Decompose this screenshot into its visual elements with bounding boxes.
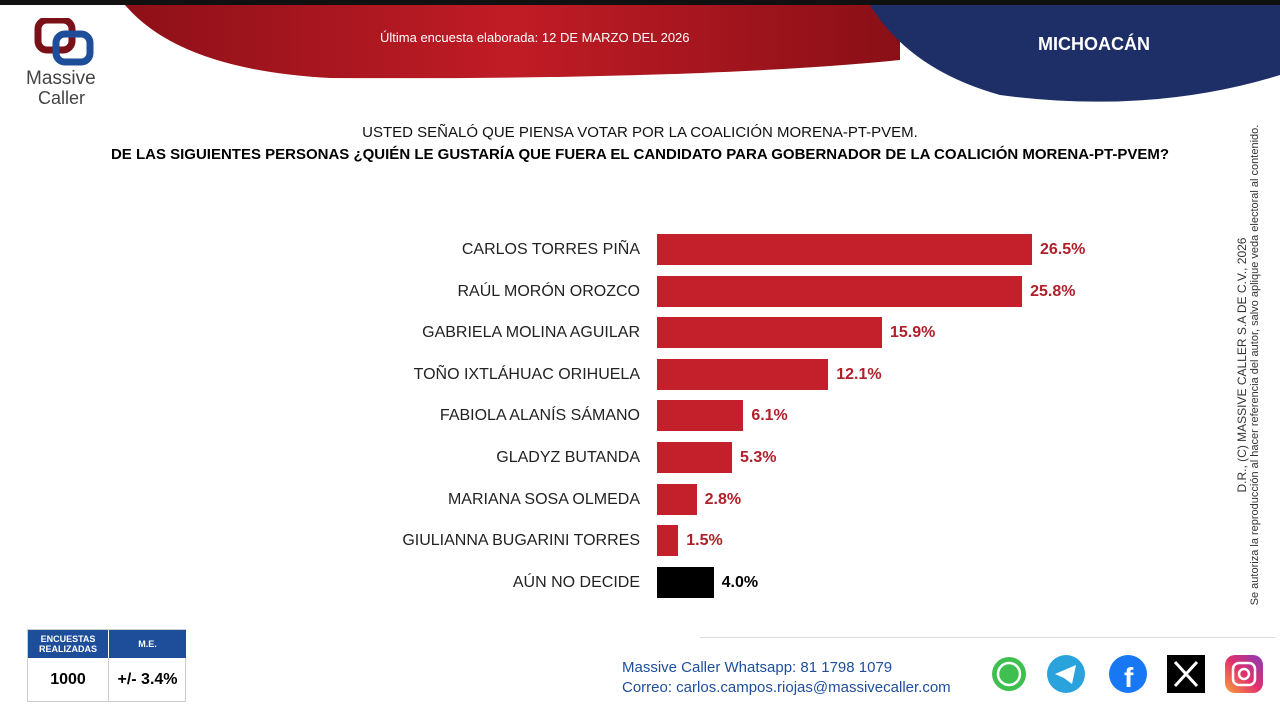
contact-info: Massive Caller Whatsapp: 81 1798 1079 Co… (622, 658, 951, 698)
whatsapp-icon[interactable] (989, 654, 1029, 694)
bar-label: CARLOS TORRES PIÑA (461, 241, 640, 258)
bar-label: GLADYZ BUTANDA (496, 449, 640, 466)
bar-label: TOÑO IXTLÁHUAC ORIHUELA (413, 365, 640, 383)
stats-table: ENCUESTAS REALIZADAS M.E. 1000 +/- 3.4% (27, 629, 186, 702)
state-name: MICHOACÁN (1038, 34, 1150, 54)
question-intro: USTED SEÑALÓ QUE PIENSA VOTAR POR LA COA… (362, 124, 918, 141)
me-header: M.E. (108, 630, 186, 658)
divider (700, 637, 1275, 638)
bar (657, 358, 829, 390)
bar-label: FABIOLA ALANÍS SÁMANO (439, 407, 640, 425)
data-label: 2.8% (704, 490, 742, 508)
header-banner (125, 5, 1280, 102)
bar (657, 317, 882, 349)
telegram-icon[interactable] (1046, 654, 1086, 694)
authorization-line: Se autoriza la reproducción al hacer ref… (1249, 124, 1261, 606)
data-label: 4.0% (721, 573, 759, 591)
data-label: 26.5% (1040, 241, 1086, 258)
bar-label: MARIANA SOSA OLMEDA (447, 490, 640, 508)
copyright-line: D.R., (C) MASSIVE CALLER S.A DE C.V., 20… (1235, 237, 1249, 493)
data-label: 12.1% (836, 365, 882, 383)
bar-label: GABRIELA MOLINA AGUILAR (422, 324, 640, 342)
massive-caller-logo: Massive Caller (22, 16, 112, 110)
facebook-icon[interactable]: f (1108, 654, 1148, 694)
data-label: 1.5% (686, 532, 723, 550)
data-label: 15.9% (890, 324, 936, 342)
bar (657, 483, 697, 515)
x-icon[interactable] (1166, 654, 1206, 694)
bar (657, 442, 732, 473)
top-border (0, 0, 1280, 5)
data-label: 25.8% (1030, 282, 1076, 300)
me-value: +/- 3.4% (108, 658, 186, 702)
svg-text:f: f (1124, 662, 1134, 693)
instagram-icon[interactable] (1224, 654, 1264, 694)
bar-label: AÚN NO DECIDE (512, 573, 640, 591)
question-main: DE LAS SIGUIENTES PERSONAS ¿QUIÉN LE GUS… (110, 146, 1170, 163)
whatsapp-contact: Massive Caller Whatsapp: 81 1798 1079 (622, 659, 893, 676)
data-label: 6.1% (751, 407, 788, 425)
copyright-note: D.R., (C) MASSIVE CALLER S.A DE C.V., 20… (1235, 120, 1262, 610)
data-label: 5.3% (740, 449, 777, 466)
bar-label: RAÚL MORÓN OROZCO (457, 282, 640, 300)
bar-label: GIULIANNA BUGARINI TORRES (402, 532, 640, 550)
bar (657, 400, 744, 432)
email-contact: Correo: carlos.campos.riojas@massivecall… (622, 679, 951, 696)
survey-date: Última encuesta elaborada: 12 DE MARZO D… (380, 30, 690, 45)
logo-icon (34, 16, 94, 66)
bar (657, 525, 679, 557)
bar (657, 566, 714, 598)
surveys-value: 1000 (50, 671, 86, 688)
bar (657, 275, 1023, 307)
bar (657, 234, 1032, 265)
surveys-header: ENCUESTAS REALIZADAS (28, 630, 108, 658)
